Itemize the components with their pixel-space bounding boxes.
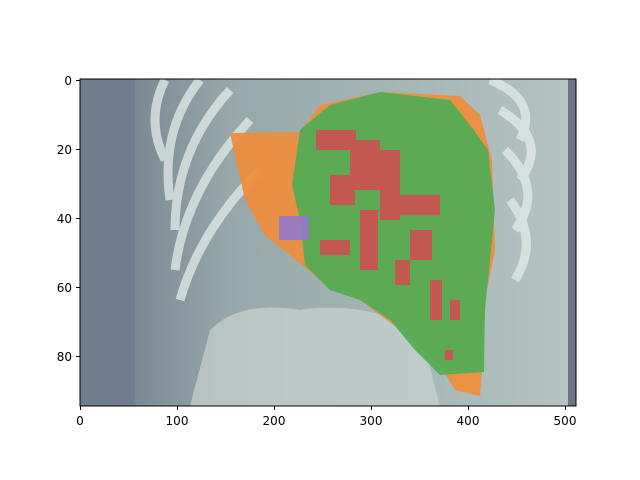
y-tick-label: 80: [57, 350, 72, 364]
x-tick-label: 300: [360, 414, 383, 428]
x-tick-label: 100: [166, 414, 189, 428]
y-tick-label: 20: [57, 143, 72, 157]
x-tick-labels: 0 100 200 300 400 500: [76, 414, 576, 428]
x-axis: [80, 406, 566, 410]
green-region: [292, 92, 495, 375]
y-axis: [76, 80, 80, 357]
red-region: [316, 130, 460, 360]
y-tick-label: 0: [64, 74, 72, 88]
right-edge-band: [568, 79, 576, 406]
x-tick-label: 500: [554, 414, 577, 428]
y-tick-label: 60: [57, 281, 72, 295]
x-tick-label: 400: [457, 414, 480, 428]
axes-frame: [79, 78, 577, 407]
y-tick-label: 40: [57, 212, 72, 226]
ct-scan-image: [80, 79, 576, 406]
x-tick-label: 0: [76, 414, 84, 428]
lower-tissue: [190, 307, 440, 406]
dark-left-band: [80, 79, 135, 406]
x-tick-label: 200: [263, 414, 286, 428]
y-tick-labels: 0 20 40 60 80: [57, 74, 72, 364]
purple-region: [279, 216, 309, 240]
